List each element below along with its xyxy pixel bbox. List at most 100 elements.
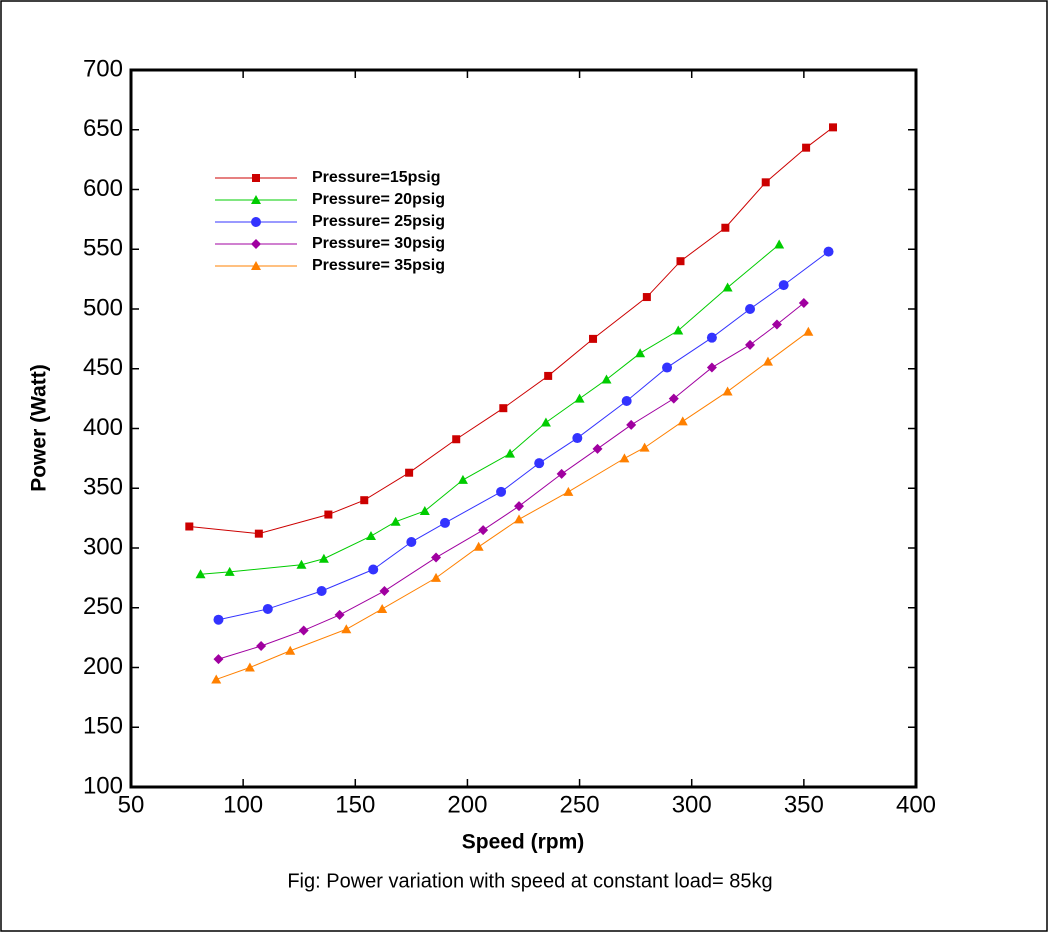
marker (774, 239, 785, 249)
marker (457, 474, 468, 484)
marker (406, 537, 417, 548)
legend-label: Pressure= 30psig (312, 235, 445, 252)
marker (706, 362, 717, 373)
marker (639, 442, 650, 452)
marker (185, 522, 194, 531)
x-tick-label: 100 (223, 791, 263, 818)
marker (626, 419, 637, 430)
x-tick-label: 300 (672, 791, 712, 818)
x-tick-label: 200 (447, 791, 487, 818)
y-axis-label: Power (Watt) (28, 364, 51, 492)
y-tick-label: 350 (83, 474, 123, 501)
y-tick-label: 650 (83, 115, 123, 142)
marker (252, 174, 260, 182)
series-line (218, 302, 805, 660)
marker (419, 505, 430, 515)
marker (621, 396, 632, 407)
marker (677, 416, 688, 426)
marker (195, 569, 206, 579)
marker (721, 223, 730, 232)
marker (544, 371, 553, 380)
marker (642, 293, 651, 302)
marker (316, 586, 327, 597)
legend-label: Pressure=15psig (312, 169, 441, 186)
marker (211, 674, 222, 684)
marker (496, 486, 507, 497)
marker (572, 433, 583, 444)
marker (285, 645, 296, 655)
marker (676, 257, 685, 266)
marker (505, 448, 516, 458)
marker (262, 603, 273, 614)
marker (802, 143, 811, 152)
marker (440, 517, 450, 528)
marker (365, 531, 376, 541)
marker (478, 525, 489, 536)
marker (673, 325, 684, 335)
x-tick-label: 150 (335, 791, 375, 818)
marker (377, 603, 388, 613)
marker (244, 662, 255, 672)
marker (405, 468, 414, 477)
marker (298, 625, 309, 636)
y-tick-label: 150 (83, 713, 123, 740)
marker (390, 516, 401, 526)
caption: Fig: Power variation with speed at const… (287, 870, 772, 892)
marker (360, 496, 369, 505)
marker (803, 326, 814, 336)
plot-area (129, 68, 918, 789)
marker (745, 304, 756, 314)
marker (499, 404, 508, 413)
marker (823, 246, 834, 257)
x-tick-label: 50 (118, 791, 145, 818)
marker (251, 239, 261, 249)
marker (213, 614, 224, 625)
marker (706, 332, 717, 343)
marker (668, 393, 679, 404)
marker (662, 362, 673, 373)
y-tick-label: 700 (83, 55, 123, 82)
marker (431, 572, 442, 582)
y-tick-label: 200 (83, 653, 123, 680)
marker (761, 178, 770, 187)
marker (762, 356, 773, 366)
marker (778, 280, 789, 291)
y-tick-label: 600 (83, 175, 123, 202)
marker (251, 195, 261, 204)
marker (296, 559, 307, 569)
marker (334, 609, 345, 620)
marker (556, 468, 567, 479)
y-tick-label: 550 (83, 235, 123, 262)
marker (534, 458, 545, 469)
marker (224, 566, 235, 576)
marker (514, 501, 525, 512)
marker (452, 435, 461, 444)
marker (722, 282, 733, 292)
marker (379, 586, 390, 597)
marker (514, 514, 525, 524)
marker (318, 553, 329, 563)
marker (251, 261, 261, 270)
y-tick-label: 450 (83, 354, 123, 381)
marker (829, 123, 838, 132)
marker (619, 453, 630, 463)
y-tick-label: 400 (83, 414, 123, 441)
marker (771, 319, 782, 330)
marker (745, 339, 756, 350)
y-tick-label: 250 (83, 593, 123, 620)
legend-label: Pressure= 20psig (312, 191, 445, 208)
marker (574, 393, 585, 403)
marker (798, 298, 809, 309)
series-line (200, 244, 780, 575)
marker (473, 541, 484, 551)
marker (341, 624, 352, 634)
marker (722, 386, 733, 396)
marker (368, 564, 379, 575)
marker (563, 486, 574, 496)
marker (589, 334, 598, 343)
marker (254, 529, 263, 538)
x-tick-label: 400 (896, 791, 936, 818)
marker (251, 217, 261, 227)
x-tick-label: 250 (560, 791, 600, 818)
